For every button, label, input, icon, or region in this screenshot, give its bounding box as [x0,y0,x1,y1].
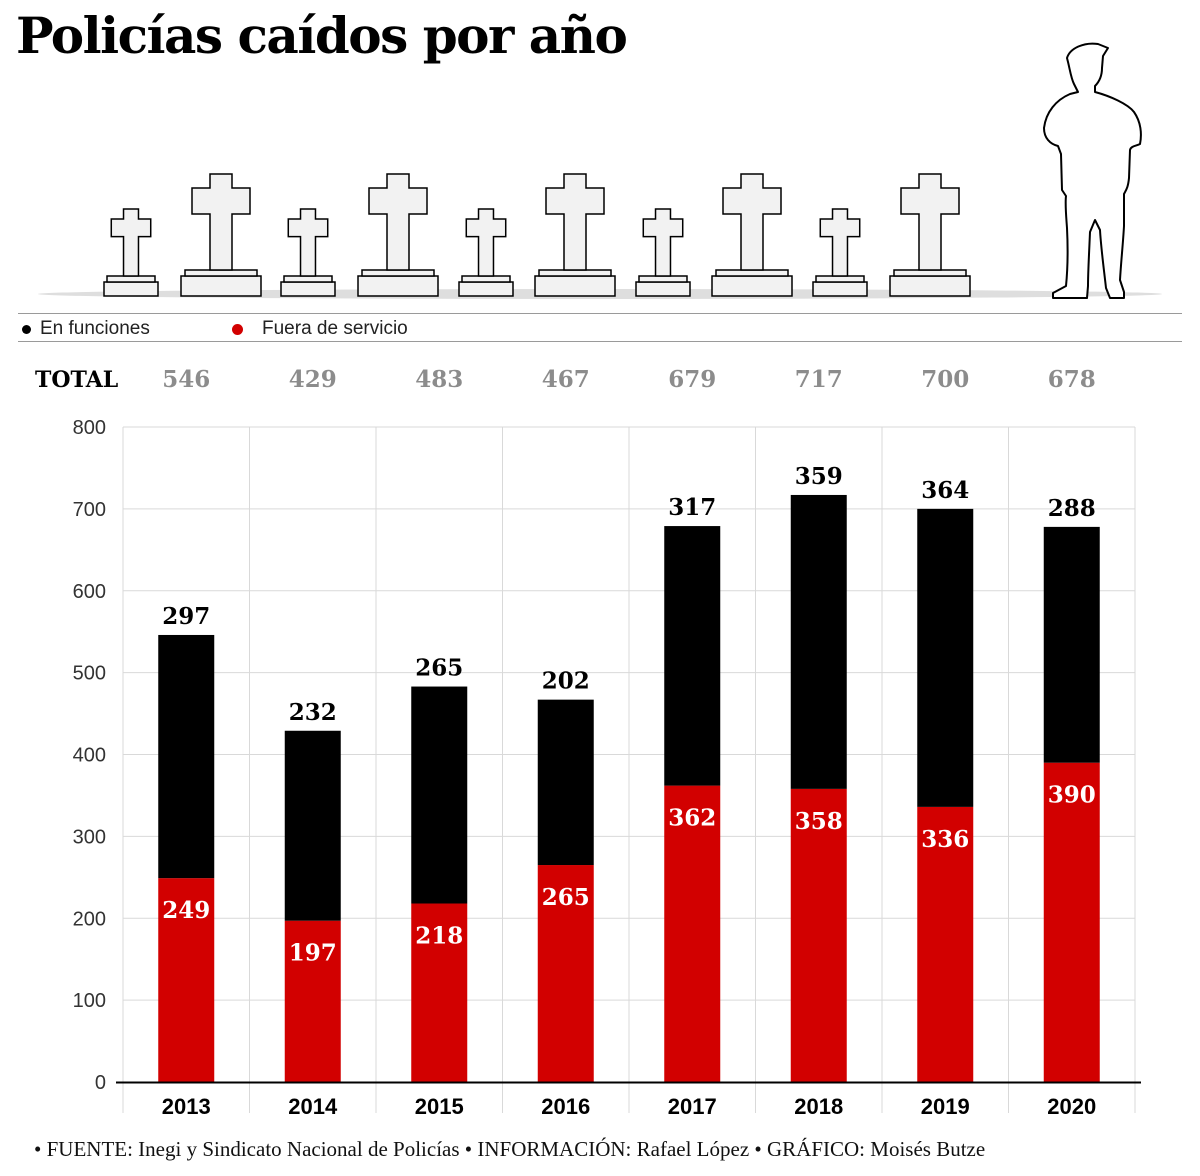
y-tick-label: 300 [73,826,106,848]
bar-en-funciones [1043,526,1100,763]
cross-icon [722,173,782,271]
data-label-fuera-de-servicio: 358 [795,808,843,835]
bar-fuera-de-servicio [664,785,721,1082]
legend-top-rule [18,313,1182,314]
bar-fuera-de-servicio [1043,762,1100,1082]
police-silhouette-icon [1043,42,1142,299]
bar-en-funciones [917,508,974,807]
y-tick-label: 600 [73,581,106,603]
legend-label-en-funciones: En funciones [40,318,150,339]
x-tick-label: 2015 [415,1094,464,1119]
bar-en-funciones [411,686,468,904]
chart-title: Policías caídos por año [16,6,628,65]
total-value: 483 [415,366,464,393]
bar-en-funciones [790,494,847,789]
data-label-en-funciones: 202 [542,668,590,695]
x-tick-label: 2020 [1047,1094,1096,1119]
data-label-en-funciones: 288 [1048,495,1096,522]
data-label-fuera-de-servicio: 265 [542,884,590,911]
bar-fuera-de-servicio [284,920,341,1082]
cross-icon [819,208,861,277]
stacked-bar-chart: 0 100 200 300 400 500 600 700 800 249 297 2013 197 23… [73,417,1141,1119]
data-label-en-funciones: 359 [795,463,843,490]
total-label: TOTAL [35,367,119,393]
y-tick-label: 400 [73,745,106,767]
data-label-fuera-de-servicio: 197 [289,940,337,967]
data-label-en-funciones: 265 [415,655,463,682]
bar-fuera-de-servicio [790,788,847,1082]
x-tick-label: 2014 [288,1094,338,1119]
data-label-fuera-de-servicio: 249 [162,897,210,924]
bar-en-funciones [158,634,215,879]
legend-bottom-rule [18,341,1182,342]
cross-icon [465,208,507,277]
cross-icon [368,173,428,271]
total-value: 717 [794,366,843,393]
y-tick-label: 200 [73,908,106,930]
y-tick-label: 500 [73,663,106,685]
x-tick-label: 2018 [794,1094,843,1119]
tombstones-illustration [38,42,1162,299]
legend-dot-black [22,324,31,334]
legend-en-funciones: En funciones [22,317,150,341]
bar-en-funciones [284,730,341,921]
legend-label-fuera-de-servicio: Fuera de servicio [262,318,408,339]
x-tick-label: 2013 [162,1094,211,1119]
data-label-fuera-de-servicio: 390 [1048,782,1096,809]
y-tick-label: 800 [73,417,106,439]
legend-fuera-de-servicio: Fuera de servicio [232,317,408,341]
bar-en-funciones [537,699,594,866]
cross-icon [191,173,251,271]
bar-en-funciones [664,526,721,786]
y-tick-label: 100 [73,990,106,1012]
bar-fuera-de-servicio [917,806,974,1082]
x-tick-label: 2016 [541,1094,590,1119]
y-tick-label: 700 [73,499,106,521]
bar-fuera-de-servicio [411,903,468,1082]
y-tick-label: 0 [95,1072,106,1094]
total-value: 429 [288,366,337,393]
cross-icon [287,208,329,277]
footer-credits: • FUENTE: Inegi y Sindicato Nacional de … [34,1137,986,1161]
total-value: 467 [541,366,590,393]
data-label-fuera-de-servicio: 336 [921,826,969,853]
bar-fuera-de-servicio [537,865,594,1082]
data-label-en-funciones: 232 [289,699,337,726]
total-value: 679 [668,366,717,393]
x-tick-label: 2019 [921,1094,970,1119]
data-label-en-funciones: 297 [162,603,210,630]
bar-fuera-de-servicio [158,878,215,1082]
data-label-en-funciones: 364 [921,477,969,504]
x-tick-label: 2017 [668,1094,717,1119]
data-label-fuera-de-servicio: 362 [668,805,716,832]
cross-icon [545,173,605,271]
total-value: 700 [921,366,970,393]
data-label-en-funciones: 317 [668,494,716,521]
cross-icon [642,208,684,277]
legend-dot-red [232,323,243,335]
data-label-fuera-de-servicio: 218 [415,923,463,950]
cross-icon [110,208,152,277]
cross-icon [900,173,960,271]
total-value: 678 [1047,366,1096,393]
total-value: 546 [162,366,211,393]
